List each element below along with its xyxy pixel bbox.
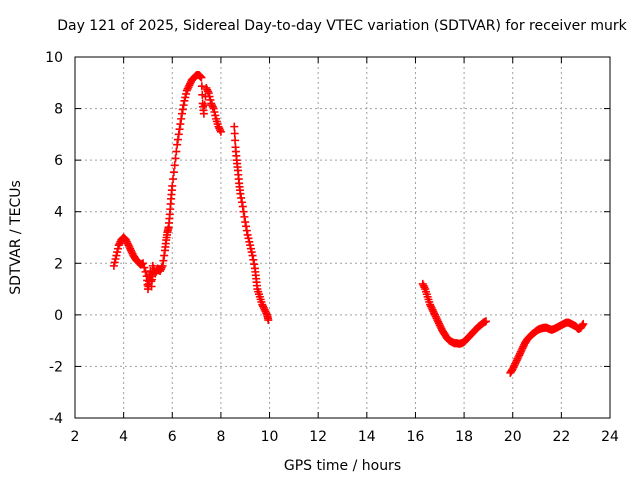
y-tick-label: -2 xyxy=(49,359,63,375)
data-point xyxy=(481,317,490,326)
data-point xyxy=(241,218,250,227)
data-point xyxy=(250,260,259,269)
data-point xyxy=(170,161,179,170)
series-segment xyxy=(230,122,273,325)
y-tick-labels: -4 -2 0 2 4 6 8 10 xyxy=(45,50,63,427)
data-point xyxy=(158,261,167,270)
data-series xyxy=(109,71,588,377)
data-point xyxy=(168,181,177,190)
y-tick-label: 8 xyxy=(54,102,63,118)
y-tick-label: -4 xyxy=(49,411,63,427)
x-tick-label: 12 xyxy=(309,429,327,445)
grid-lines xyxy=(75,57,610,418)
x-tick-label: 20 xyxy=(504,429,522,445)
x-tick-label: 22 xyxy=(552,429,570,445)
x-tick-label: 6 xyxy=(168,429,177,445)
series-segment xyxy=(418,279,490,348)
x-tick-label: 8 xyxy=(216,429,225,445)
data-point xyxy=(173,140,182,149)
data-point xyxy=(231,136,240,145)
data-point xyxy=(173,135,182,144)
data-point xyxy=(176,120,185,129)
data-point xyxy=(172,147,181,156)
data-point xyxy=(178,109,186,118)
y-axis-label: SDTVAR / TECUs xyxy=(8,180,24,295)
data-point xyxy=(171,154,180,163)
plot-frame xyxy=(74,56,611,419)
data-point xyxy=(230,122,239,131)
data-point xyxy=(237,198,246,207)
x-tick-label: 2 xyxy=(71,429,80,445)
data-point xyxy=(203,87,212,96)
x-tick-label: 4 xyxy=(119,429,128,445)
data-point xyxy=(208,102,217,111)
data-point xyxy=(238,202,247,211)
data-point xyxy=(196,72,205,81)
data-point xyxy=(175,125,184,134)
data-point xyxy=(236,189,245,198)
data-point xyxy=(141,267,150,276)
data-point xyxy=(148,275,157,284)
y-tick-label: 0 xyxy=(54,308,63,324)
data-point xyxy=(179,101,188,110)
data-point xyxy=(579,319,588,328)
data-point xyxy=(178,105,187,114)
y-tick-label: 4 xyxy=(54,205,63,221)
series-segment xyxy=(506,318,588,377)
data-point xyxy=(216,127,225,136)
x-tick-label: 18 xyxy=(455,429,473,445)
data-point xyxy=(200,101,209,110)
data-point xyxy=(264,316,273,325)
data-point xyxy=(216,126,225,135)
data-point xyxy=(240,212,249,221)
x-tick-label: 10 xyxy=(261,429,279,445)
data-point xyxy=(197,82,206,91)
data-point xyxy=(177,114,186,123)
axis-ticks xyxy=(74,56,611,419)
x-tick-label: 14 xyxy=(358,429,376,445)
data-point xyxy=(140,263,149,272)
data-point xyxy=(160,251,169,260)
data-point xyxy=(139,259,148,268)
data-point xyxy=(237,193,246,202)
chart-title: Day 121 of 2025, Sidereal Day-to-day VTE… xyxy=(57,18,627,34)
data-point xyxy=(159,256,168,265)
data-point xyxy=(169,175,178,184)
data-point xyxy=(174,130,183,139)
data-point xyxy=(239,207,248,216)
data-point xyxy=(169,168,178,177)
data-point xyxy=(248,251,257,260)
x-tick-label: 16 xyxy=(407,429,425,445)
data-point xyxy=(420,283,429,292)
data-point xyxy=(230,129,239,138)
series-segment xyxy=(109,71,225,294)
x-tick-labels: 2 4 6 8 10 12 14 16 18 20 22 24 xyxy=(71,429,619,445)
x-tick-label: 24 xyxy=(601,429,619,445)
data-point xyxy=(157,263,166,272)
data-point xyxy=(147,282,156,291)
data-point xyxy=(195,71,204,80)
data-point xyxy=(578,321,587,330)
data-point xyxy=(199,109,208,118)
y-tick-label: 6 xyxy=(54,153,63,169)
data-point xyxy=(242,222,251,231)
y-tick-label: 10 xyxy=(45,50,63,66)
data-point xyxy=(242,226,251,235)
y-tick-label: 2 xyxy=(54,256,63,272)
data-point xyxy=(249,255,258,264)
data-point xyxy=(197,73,206,82)
x-axis-label: GPS time / hours xyxy=(284,458,401,474)
